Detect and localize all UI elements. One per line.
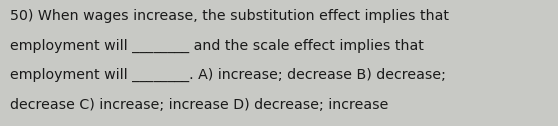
Text: employment will ________. A) increase; decrease B) decrease;: employment will ________. A) increase; d… [10, 68, 446, 82]
Text: 50) When wages increase, the substitution effect implies that: 50) When wages increase, the substitutio… [10, 9, 449, 23]
Text: employment will ________ and the scale effect implies that: employment will ________ and the scale e… [10, 38, 424, 53]
Text: decrease C) increase; increase D) decrease; increase: decrease C) increase; increase D) decrea… [10, 98, 388, 112]
